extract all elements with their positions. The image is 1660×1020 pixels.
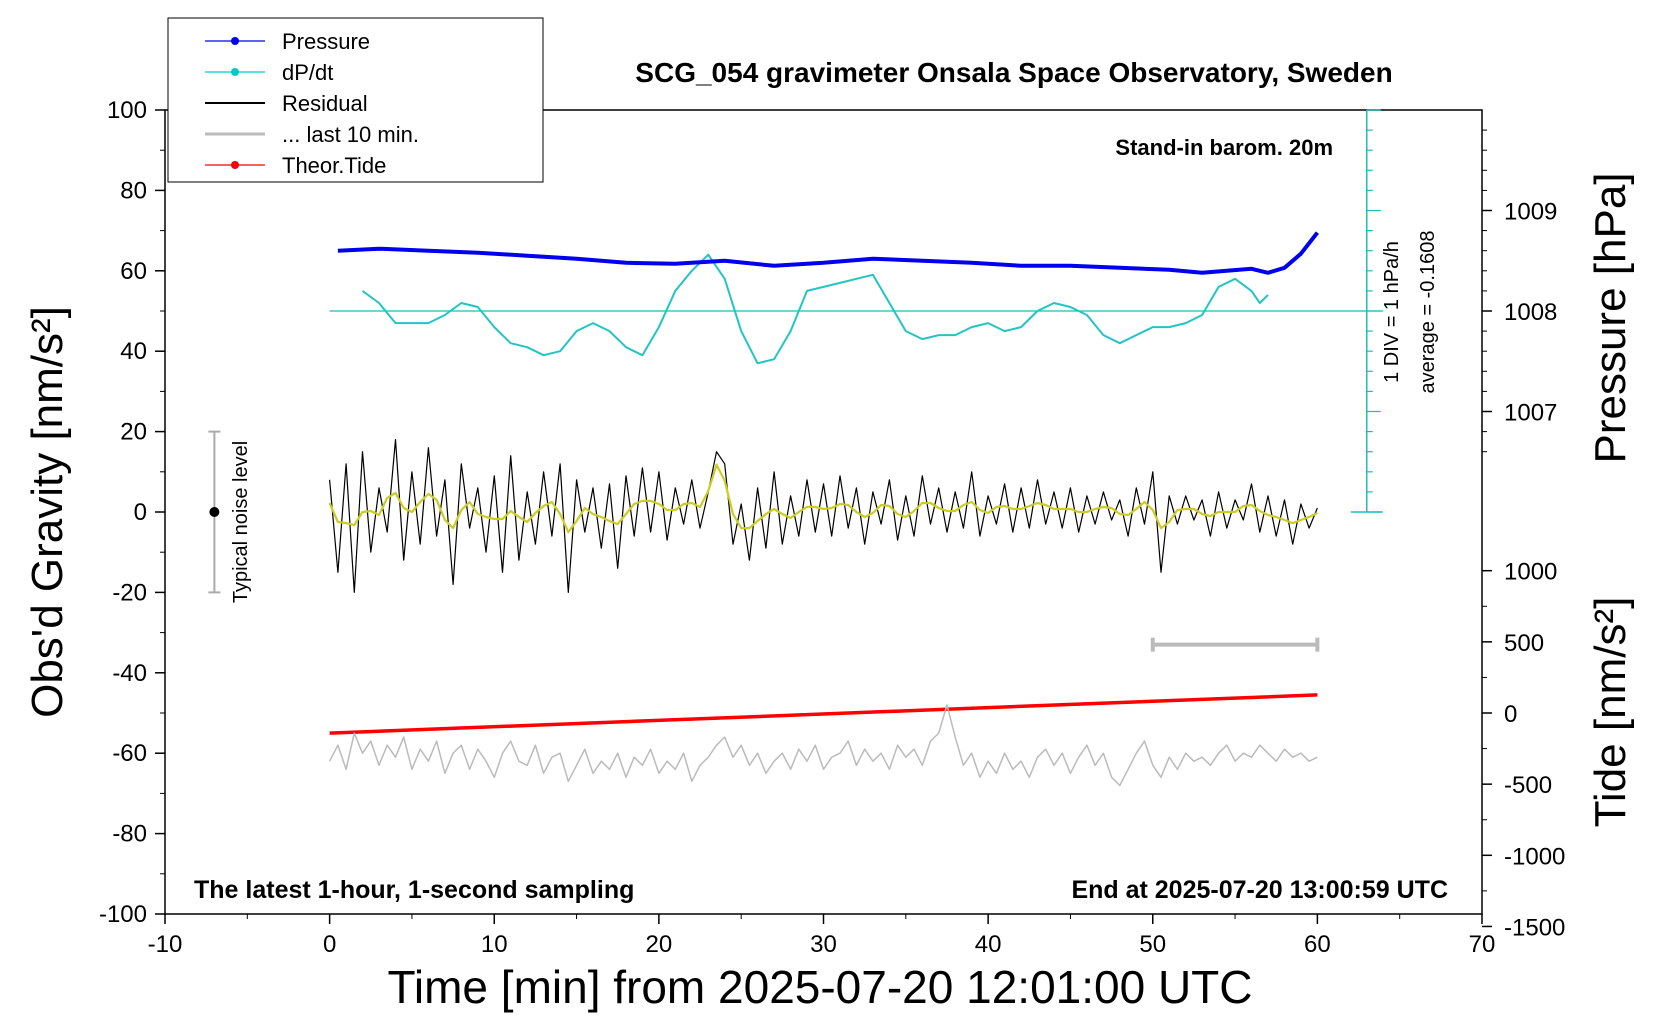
pressure-tick-label: 1009 [1504, 199, 1557, 226]
y-axis-left: -100 -80 -60 -40 -20 0 20 40 60 80 100 [99, 97, 165, 928]
noise-label: Typical noise level [230, 441, 252, 603]
legend-marker [231, 161, 239, 169]
x-tick-label: 60 [1304, 931, 1331, 958]
dpdt-line [361, 253, 1269, 365]
marks-layer [208, 109, 1383, 652]
tide-tick-label: -500 [1504, 772, 1552, 799]
y-tick-label: -40 [112, 660, 147, 687]
legend-box [167, 17, 544, 183]
y-tick-label: -20 [112, 579, 147, 606]
legend: Pressure dP/dt Residual ... last 10 min. The… [167, 17, 544, 183]
pressure-tick-label: 1007 [1504, 400, 1557, 427]
residual-line [329, 439, 1318, 594]
legend-label: Pressure [282, 29, 370, 54]
x-tick-label: 0 [323, 931, 336, 958]
legend-label: dP/dt [282, 60, 333, 85]
x-axis-label: Time [min] from 2025-07-20 12:01:00 UTC [388, 961, 1253, 1013]
y-tick-label: 60 [120, 258, 147, 285]
pressure-axis: 1007 1008 1009 [1482, 129, 1557, 453]
tide-axis: -1500 -1000 -500 0 500 1000 [1482, 559, 1565, 941]
y-tick-label: 20 [120, 419, 147, 446]
legend-label: Theor.Tide [282, 153, 386, 178]
x-tick-label: 50 [1139, 931, 1166, 958]
x-tick-label: 30 [810, 931, 837, 958]
tide-tick-label: 500 [1504, 630, 1544, 657]
tide-tick-label: -1500 [1504, 914, 1565, 941]
pressure-axis-label: Pressure [hPa] [1586, 172, 1635, 463]
legend-label: Residual [282, 91, 368, 116]
y-tick-label: -100 [99, 901, 147, 928]
tide-axis-label: Tide [nm/s²] [1586, 597, 1635, 828]
barometer-note: Stand-in barom. 20m [1115, 135, 1333, 160]
noise-bar-dot [209, 507, 220, 517]
y-tick-label: 100 [107, 97, 147, 124]
chart-title: SCG_054 gravimeter Onsala Space Observat… [635, 57, 1392, 88]
y-tick-label: 80 [120, 177, 147, 204]
pressure-tick-label: 1008 [1504, 299, 1557, 326]
tide-tick-label: 0 [1504, 701, 1517, 728]
legend-marker [231, 68, 239, 76]
tide-tick-label: 1000 [1504, 559, 1557, 586]
y-tick-label: 40 [120, 338, 147, 365]
x-tick-label: -10 [148, 931, 183, 958]
y-tick-label: -80 [112, 821, 147, 848]
x-tick-label: 70 [1469, 931, 1496, 958]
residual-smoothed-line [328, 463, 1318, 534]
y-tick-label: -60 [112, 740, 147, 767]
sampling-note: The latest 1-hour, 1-second sampling [194, 876, 634, 904]
tide-tick-label: -1000 [1504, 843, 1565, 870]
x-axis: -10 0 10 20 30 40 50 60 70 [148, 914, 1496, 958]
end-time-note: End at 2025-07-20 13:00:59 UTC [1071, 876, 1448, 904]
legend-label: ... last 10 min. [282, 122, 419, 147]
x-tick-label: 20 [646, 931, 673, 958]
x-tick-label: 40 [975, 931, 1002, 958]
theor-tide-line [329, 693, 1318, 735]
last-10-min-line [328, 704, 1318, 787]
average-note: average = -0.1608 [1417, 231, 1439, 394]
y-axis-label-left: Obs'd Gravity [nm/s²] [23, 306, 72, 718]
legend-items: Pressure dP/dt Residual ... last 10 min. The… [205, 29, 419, 178]
legend-marker [231, 37, 239, 45]
pressure-line [337, 231, 1319, 275]
y-tick-label: 0 [134, 499, 147, 526]
x-tick-label: 10 [481, 931, 508, 958]
series-layer [328, 231, 1384, 787]
div-note: 1 DIV = 1 hPa/h [1381, 241, 1403, 383]
